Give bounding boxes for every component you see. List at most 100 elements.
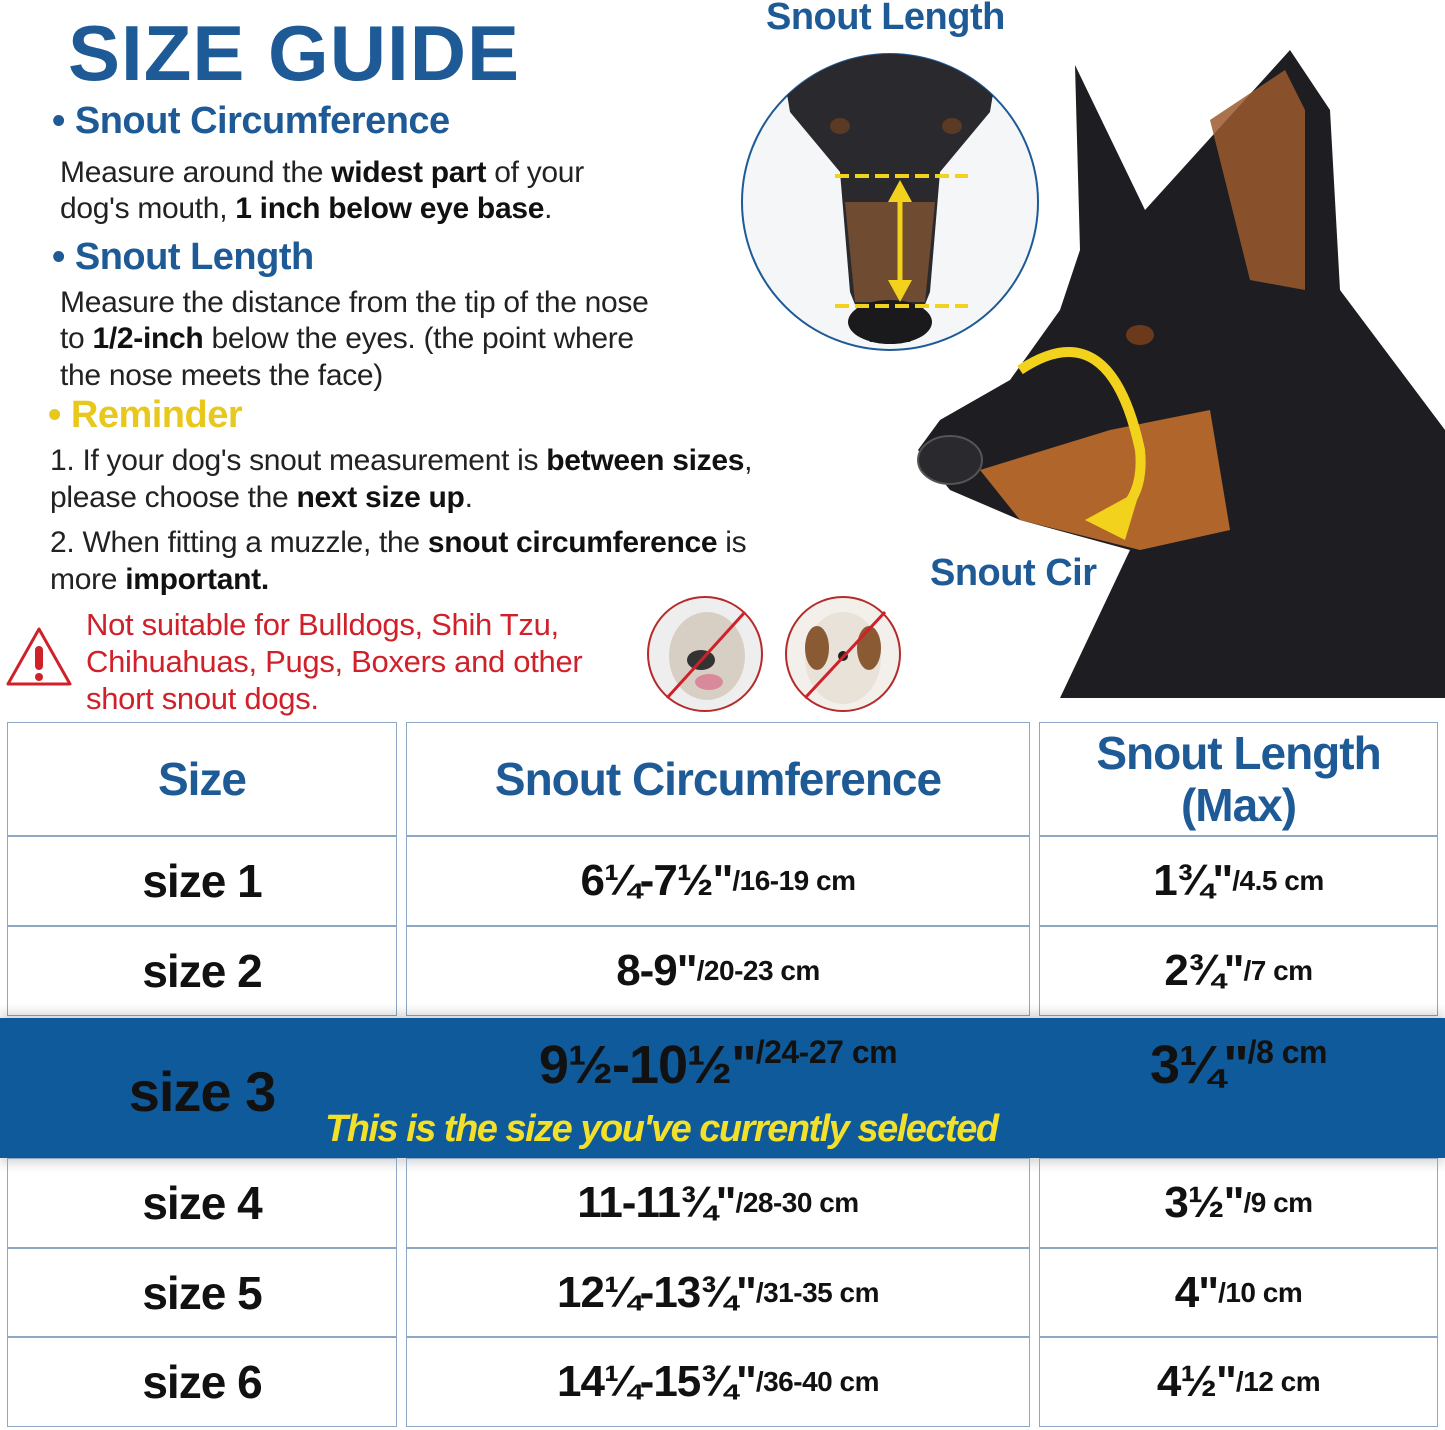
selected-size-note: This is the size you've currently select… bbox=[325, 1108, 999, 1150]
size-label: size 1 bbox=[142, 855, 262, 907]
circ-inches: 12¼-13¾" bbox=[557, 1267, 757, 1317]
circ-inches: 9½-10½" bbox=[538, 1035, 757, 1095]
circ-inches: 6¼-7½" bbox=[580, 856, 734, 905]
emphasis-text: widest part bbox=[331, 156, 487, 189]
text-segment: 2. When fitting a muzzle, the bbox=[50, 526, 428, 559]
len-inches: 1¾" bbox=[1153, 856, 1233, 905]
circ-cell: 9½-10½"/24-27 cm bbox=[406, 1016, 1030, 1158]
circ-inches: 8-9" bbox=[616, 946, 697, 995]
len-inches: 2¾" bbox=[1164, 946, 1244, 995]
unsuitable-breeds-images bbox=[647, 596, 901, 712]
reminder-2a: 2. When fitting a muzzle, the snout circ… bbox=[50, 524, 747, 561]
emphasis-text: 1/2-inch bbox=[92, 322, 204, 355]
circ-inches: 14¼-15¾" bbox=[557, 1357, 757, 1406]
header-2: Snout Length (Max) bbox=[1039, 722, 1438, 836]
len-inches: 4½" bbox=[1156, 1357, 1237, 1406]
size-cell: size 1 bbox=[7, 836, 397, 926]
circ-cm: /24-27 cm bbox=[755, 1034, 898, 1070]
circ-desc-1: Measure around the widest part of your bbox=[60, 154, 584, 191]
circ-cell: 8-9"/20-23 cm bbox=[406, 926, 1030, 1016]
len-desc-1: Measure the distance from the tip of the… bbox=[60, 286, 649, 319]
heading-text: Reminder bbox=[70, 394, 243, 436]
emphasis-text: snout circumference bbox=[427, 526, 718, 559]
len-cell: 3½"/9 cm bbox=[1039, 1158, 1438, 1248]
text-segment: Measure around the bbox=[60, 156, 332, 189]
heading-text: Snout Length bbox=[74, 236, 314, 278]
header-1: Snout Circumference bbox=[406, 722, 1030, 836]
text-segment: below the eyes. (the point where bbox=[203, 322, 634, 355]
snout-length-label: Snout Length bbox=[766, 0, 1005, 38]
size-cell: size 4 bbox=[7, 1158, 397, 1248]
size-cell: size 5 bbox=[7, 1248, 397, 1337]
circ-cm: /20-23 cm bbox=[696, 955, 821, 986]
shihtzu-no-icon bbox=[785, 596, 901, 712]
circ-cell: 12¼-13¾"/31-35 cm bbox=[406, 1248, 1030, 1337]
len-inches: 4" bbox=[1174, 1267, 1219, 1317]
header-label: Snout Length (Max) bbox=[1096, 727, 1381, 831]
size-label: size 4 bbox=[142, 1177, 262, 1229]
circ-cm: /28-30 cm bbox=[735, 1187, 860, 1218]
heading-text: Snout Circumference bbox=[74, 100, 450, 142]
circ-cell: 14¼-15¾"/36-40 cm bbox=[406, 1337, 1030, 1427]
reminder-1b: please choose the next size up. bbox=[50, 479, 473, 516]
snout-length-diagram bbox=[741, 53, 1039, 351]
header-label: Size bbox=[157, 753, 247, 805]
doberman-image bbox=[917, 50, 1445, 698]
size-cell: size 3 bbox=[7, 1016, 397, 1158]
heading-snout-circumference: • Snout Circumference bbox=[52, 100, 450, 142]
len-cm: /8 cm bbox=[1247, 1034, 1328, 1070]
len-desc-2: to 1/2-inch below the eyes. (the point w… bbox=[60, 320, 634, 357]
size-label: size 5 bbox=[142, 1266, 262, 1319]
reminder-2b: more important. bbox=[50, 561, 269, 598]
bulldog-no-icon bbox=[647, 596, 763, 712]
text-segment: more bbox=[50, 563, 126, 596]
heading-reminder: • Reminder bbox=[48, 394, 243, 436]
text-segment: , bbox=[744, 444, 753, 477]
snout-cir-label: Snout Cir bbox=[930, 552, 1097, 594]
emphasis-text: next size up bbox=[296, 481, 465, 514]
size-cell: size 6 bbox=[7, 1337, 397, 1427]
emphasis-text: between sizes bbox=[546, 444, 745, 477]
page-title: SIZE GUIDE bbox=[68, 9, 521, 97]
len-inches: 3½" bbox=[1164, 1178, 1244, 1227]
size-label: size 6 bbox=[142, 1356, 262, 1408]
len-cm: /7 cm bbox=[1243, 955, 1313, 986]
size-label: size 3 bbox=[128, 1059, 277, 1123]
len-cm: /4.5 cm bbox=[1232, 865, 1324, 896]
selected-row-band bbox=[0, 1018, 1445, 1158]
text-segment: is bbox=[717, 526, 747, 559]
text-segment: . bbox=[544, 192, 553, 225]
text-segment: of your bbox=[486, 156, 584, 189]
circ-cell: 6¼-7½"/16-19 cm bbox=[406, 836, 1030, 926]
len-cm: /12 cm bbox=[1235, 1366, 1321, 1397]
len-desc-3: the nose meets the face) bbox=[60, 359, 383, 392]
len-cell: 1¾"/4.5 cm bbox=[1039, 836, 1438, 926]
circ-inches: 11-11¾" bbox=[577, 1178, 736, 1227]
text-segment: to bbox=[60, 322, 93, 355]
size-label: size 2 bbox=[142, 945, 262, 997]
len-cell: 3¼"/8 cm bbox=[1039, 1016, 1438, 1158]
emphasis-text: 1 inch below eye base bbox=[235, 192, 545, 225]
circ-cm: /16-19 cm bbox=[732, 865, 856, 896]
circ-cell: 11-11¾"/28-30 cm bbox=[406, 1158, 1030, 1248]
len-cm: /9 cm bbox=[1243, 1187, 1313, 1218]
emphasis-text: important. bbox=[125, 563, 269, 596]
circ-cm: /31-35 cm bbox=[755, 1276, 880, 1308]
size-cell: size 2 bbox=[7, 926, 397, 1016]
len-cell: 4½"/12 cm bbox=[1039, 1337, 1438, 1427]
len-cell: 2¾"/7 cm bbox=[1039, 926, 1438, 1016]
circ-desc-2: dog's mouth, 1 inch below eye base. bbox=[60, 190, 552, 227]
text-segment: 1. If your dog's snout measurement is bbox=[50, 444, 547, 477]
warning-text: Not suitable for Bulldogs, Shih Tzu, Chi… bbox=[86, 607, 583, 716]
header-0: Size bbox=[7, 722, 397, 836]
heading-snout-length: • Snout Length bbox=[52, 236, 314, 278]
warning-triangle-icon bbox=[6, 627, 72, 686]
len-cell: 4"/10 cm bbox=[1039, 1248, 1438, 1337]
reminder-1a: 1. If your dog's snout measurement is be… bbox=[50, 442, 752, 479]
circ-cm: /36-40 cm bbox=[755, 1366, 880, 1397]
len-inches: 3¼" bbox=[1150, 1035, 1249, 1095]
len-cm: /10 cm bbox=[1218, 1276, 1303, 1308]
text-segment: . bbox=[464, 481, 473, 514]
text-segment: please choose the bbox=[50, 481, 297, 514]
header-label: Snout Circumference bbox=[494, 753, 942, 805]
